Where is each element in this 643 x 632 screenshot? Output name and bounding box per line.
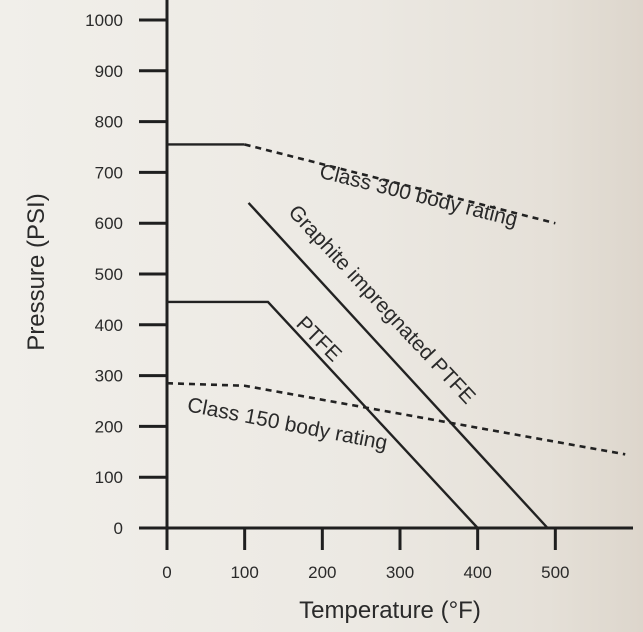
series-class300-dashed xyxy=(244,143,556,225)
annotation-graphite: Graphite impregnated PTFE xyxy=(284,201,480,409)
series-graphite xyxy=(247,202,549,529)
y-tick-label: 400 xyxy=(95,316,123,335)
series-class150 xyxy=(166,381,626,456)
x-tick-label: 300 xyxy=(386,563,414,582)
x-tick-label: 100 xyxy=(230,563,258,582)
series-ptfe xyxy=(167,300,479,529)
axes: 0 100 200 300 400 500 600 700 800 900 1000 0 100 200 3… xyxy=(85,0,633,582)
y-tick-label: 1000 xyxy=(85,11,123,30)
y-tick-label: 0 xyxy=(114,519,123,538)
x-tick-label: 400 xyxy=(463,563,491,582)
annotation-class300: Class 300 body rating xyxy=(317,160,520,231)
y-tick-label: 900 xyxy=(95,62,123,81)
y-tick-label: 800 xyxy=(95,113,123,132)
y-axis-title: Pressure (PSI) xyxy=(23,193,50,350)
y-tick-label: 100 xyxy=(95,468,123,487)
series-group xyxy=(166,143,626,529)
x-axis-title: Temperature (°F) xyxy=(299,597,481,624)
annotation-class150: Class 150 body rating xyxy=(185,393,389,454)
x-tick-label: 200 xyxy=(308,563,336,582)
y-tick-label: 700 xyxy=(95,163,123,182)
y-tick-label: 500 xyxy=(95,265,123,284)
x-tick-label: 500 xyxy=(541,563,569,582)
y-tick-label: 600 xyxy=(95,214,123,233)
x-tick-label: 0 xyxy=(162,563,171,582)
y-tick-label: 200 xyxy=(95,417,123,436)
y-tick-label: 300 xyxy=(95,367,123,386)
